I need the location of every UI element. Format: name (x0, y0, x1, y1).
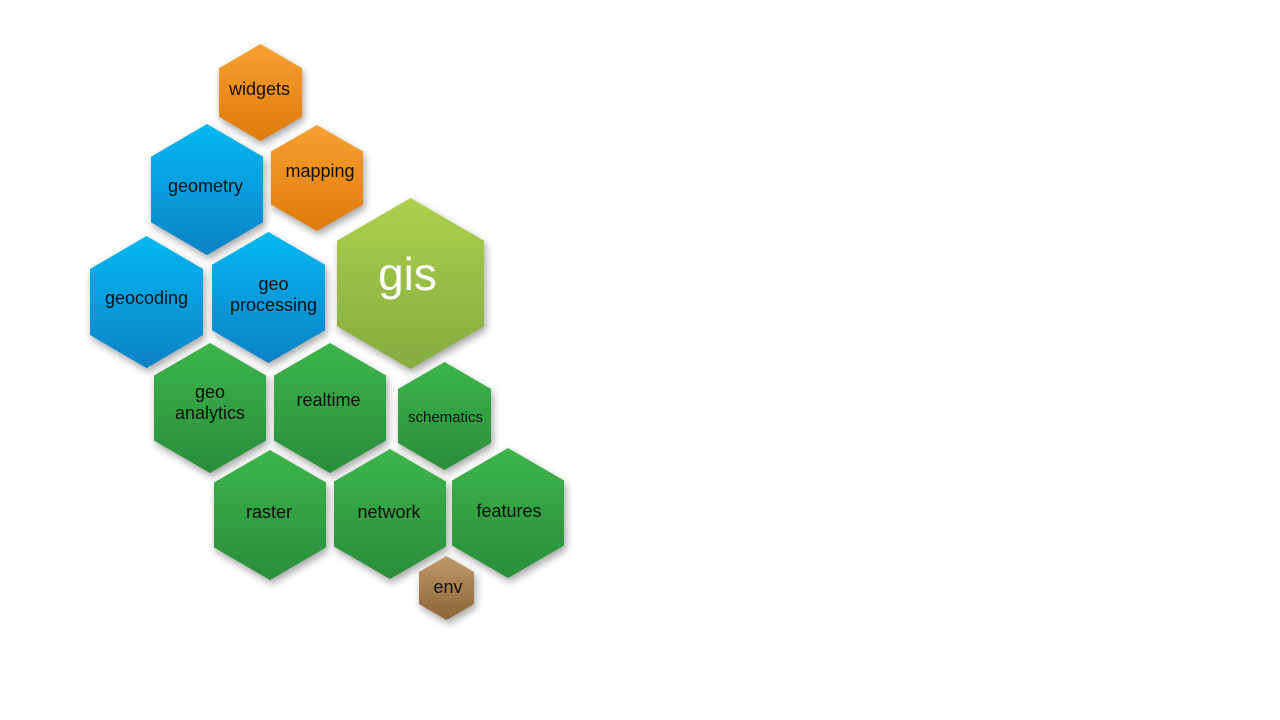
hex-geocoding: geocoding (90, 236, 203, 368)
hex-features: features (452, 448, 564, 578)
hex-env: env (419, 556, 474, 620)
hex-geocoding-label: geocoding (104, 287, 189, 308)
hex-geoanalytics-label: geo analytics (174, 382, 246, 423)
hex-schematics-label: schematics (407, 409, 484, 427)
hex-env-label: env (433, 576, 463, 597)
hex-raster-label: raster (245, 502, 292, 523)
hex-network-label: network (357, 502, 421, 523)
hex-geoanalytics: geo analytics (154, 343, 266, 473)
hex-widgets: widgets (219, 44, 302, 141)
hex-geometry-label: geometry (167, 176, 244, 197)
hex-geometry: geometry (151, 124, 263, 255)
hex-network: network (334, 449, 446, 579)
hex-features-label: features (476, 501, 542, 522)
hex-widgets-label: widgets (228, 79, 291, 100)
hex-gis-label: gis (378, 248, 437, 301)
hex-schematics: schematics (398, 362, 491, 470)
hex-realtime: realtime (274, 343, 386, 473)
hex-mapping: mapping (271, 125, 363, 231)
hex-mapping-label: mapping (285, 160, 355, 181)
hex-raster: raster (214, 450, 326, 580)
hex-geoprocessing-label: geo processing (229, 273, 318, 315)
hex-geoprocessing: geo processing (212, 232, 325, 363)
hex-realtime-label: realtime (296, 389, 361, 410)
hex-gis: gis (337, 198, 484, 369)
